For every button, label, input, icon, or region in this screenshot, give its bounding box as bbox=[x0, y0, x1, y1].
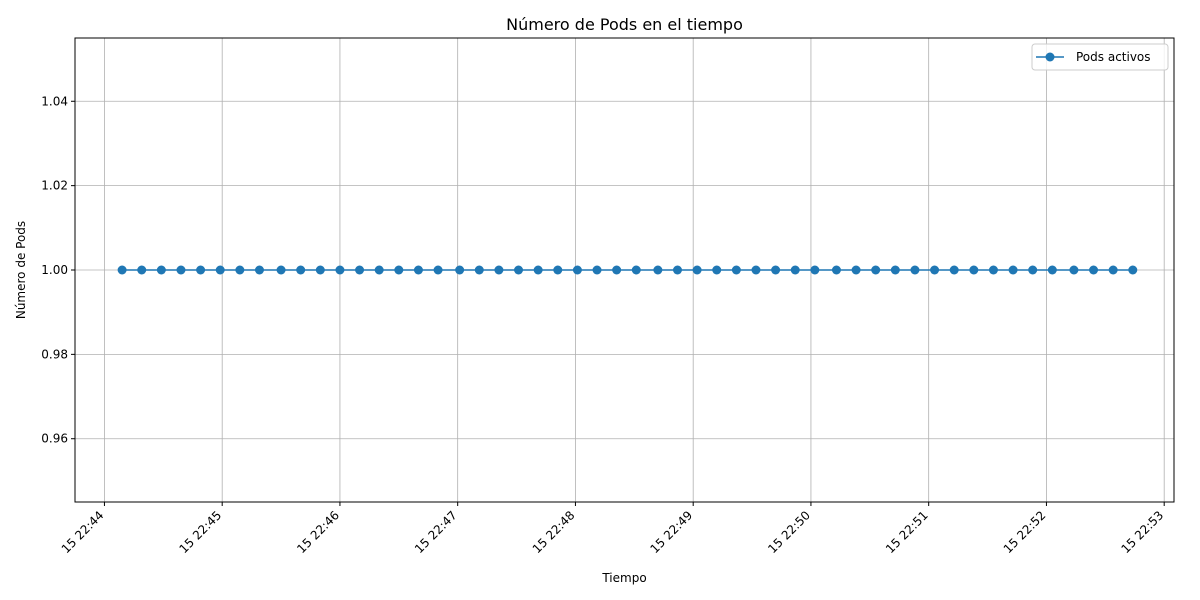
data-point bbox=[1028, 265, 1038, 275]
data-point bbox=[712, 265, 722, 275]
data-point bbox=[474, 265, 484, 275]
x-tick-label: 15 22:51 bbox=[883, 508, 931, 556]
x-tick-label: 15 22:52 bbox=[1001, 508, 1049, 556]
ticks: 15 22:44 15 22:45 15 22:46 15 22:47 15 22:48… bbox=[41, 94, 1166, 556]
data-point bbox=[810, 265, 820, 275]
data-point bbox=[296, 265, 306, 275]
data-point bbox=[771, 265, 781, 275]
data-point bbox=[1008, 265, 1018, 275]
data-point bbox=[871, 265, 881, 275]
data-point bbox=[988, 265, 998, 275]
x-tick-label: 15 22:50 bbox=[765, 508, 813, 556]
data-point bbox=[949, 265, 959, 275]
data-point bbox=[851, 265, 861, 275]
data-point bbox=[612, 265, 622, 275]
data-point bbox=[137, 265, 147, 275]
data-point bbox=[254, 265, 264, 275]
data-point bbox=[1047, 265, 1057, 275]
data-point bbox=[1069, 265, 1079, 275]
legend-label: Pods activos bbox=[1076, 50, 1151, 64]
x-tick-label: 15 22:48 bbox=[530, 508, 578, 556]
data-point bbox=[592, 265, 602, 275]
data-point bbox=[394, 265, 404, 275]
y-tick-label: 0.98 bbox=[41, 347, 68, 361]
y-tick-label: 1.02 bbox=[41, 179, 68, 193]
data-point bbox=[653, 265, 663, 275]
y-tick-label: 1.00 bbox=[41, 263, 68, 277]
x-tick-label: 15 22:53 bbox=[1118, 508, 1166, 556]
x-tick-label: 15 22:47 bbox=[412, 508, 460, 556]
data-point bbox=[969, 265, 979, 275]
series-layer bbox=[117, 265, 1138, 275]
data-point bbox=[276, 265, 286, 275]
data-point bbox=[553, 265, 563, 275]
data-point bbox=[672, 265, 682, 275]
data-point bbox=[196, 265, 206, 275]
x-tick-label: 15 22:49 bbox=[647, 508, 695, 556]
data-point bbox=[374, 265, 384, 275]
legend-box bbox=[1031, 43, 1169, 71]
data-point bbox=[455, 265, 465, 275]
data-point bbox=[1108, 265, 1118, 275]
data-point bbox=[335, 265, 345, 275]
legend-dot-marker bbox=[1045, 52, 1055, 62]
data-point bbox=[831, 265, 841, 275]
y-tick-label: 1.04 bbox=[41, 94, 68, 108]
data-point bbox=[930, 265, 940, 275]
x-axis-label: Tiempo bbox=[601, 571, 646, 585]
data-point bbox=[533, 265, 543, 275]
data-point bbox=[751, 265, 761, 275]
x-tick-label: 15 22:45 bbox=[176, 508, 224, 556]
data-point bbox=[631, 265, 641, 275]
data-point bbox=[156, 265, 166, 275]
data-point bbox=[117, 265, 127, 275]
data-point bbox=[692, 265, 702, 275]
data-point bbox=[494, 265, 504, 275]
data-point bbox=[1128, 265, 1138, 275]
y-axis-label: Número de Pods bbox=[14, 221, 28, 319]
data-point bbox=[355, 265, 365, 275]
data-point bbox=[176, 265, 186, 275]
x-tick-label: 15 22:46 bbox=[294, 508, 342, 556]
data-point bbox=[235, 265, 245, 275]
data-point bbox=[731, 265, 741, 275]
data-point bbox=[790, 265, 800, 275]
data-point bbox=[215, 265, 225, 275]
data-point bbox=[514, 265, 524, 275]
x-tick-label: 15 22:44 bbox=[59, 508, 107, 556]
data-point bbox=[413, 265, 423, 275]
data-point bbox=[890, 265, 900, 275]
chart-title: Número de Pods en el tiempo bbox=[506, 15, 743, 34]
data-point bbox=[910, 265, 920, 275]
y-tick-label: 0.96 bbox=[41, 432, 68, 446]
legend: Pods activos bbox=[1031, 43, 1169, 71]
data-point bbox=[433, 265, 443, 275]
data-point bbox=[1089, 265, 1099, 275]
data-point bbox=[572, 265, 582, 275]
data-point bbox=[315, 265, 325, 275]
